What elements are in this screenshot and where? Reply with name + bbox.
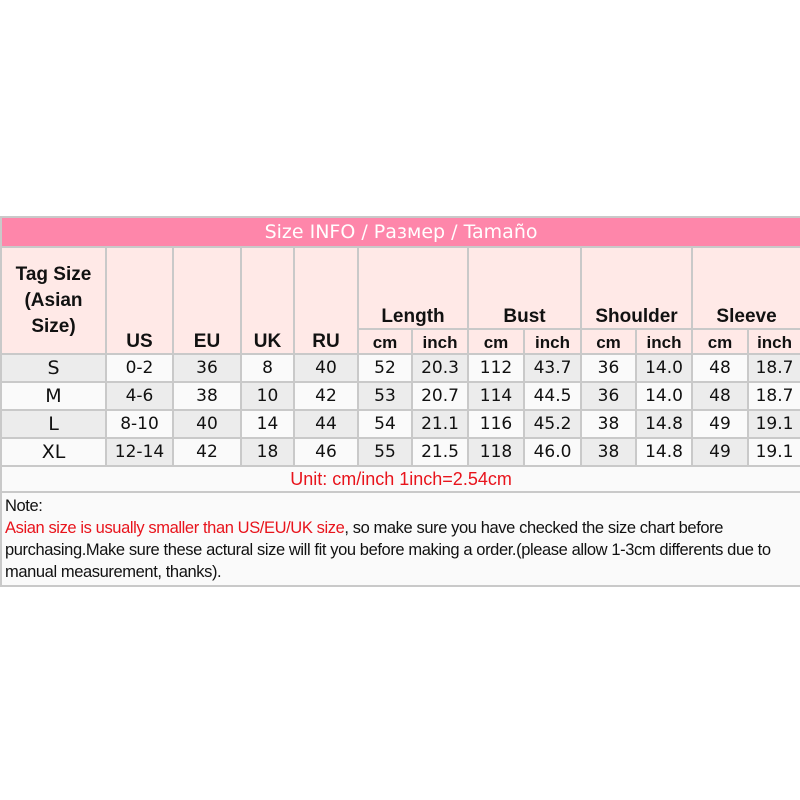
table-cell: 0-2 [105,353,174,383]
table-cell: 12-14 [105,437,174,467]
table-cell: 14.8 [635,409,693,439]
table-row: XL 12-14 42 18 46 55 21.5 118 46.0 38 14.8 49 19.1 [0,437,800,467]
header-ru: RU [293,246,359,355]
table-cell: 114 [467,381,525,411]
size-chart-table: Size INFO / Размер / Tamaño Tag Size (As… [0,216,800,587]
table-cell: 46.0 [523,437,582,467]
table-cell: 14.0 [635,381,693,411]
table-row: M 4-6 38 10 42 53 20.7 114 44.5 36 14.0 48 18.7 [0,381,800,411]
table-cell: 18.7 [746,381,800,411]
table-cell: 20.7 [411,381,469,411]
table-cell: 55 [357,437,413,467]
table-row: S 0-2 36 8 40 52 20.3 112 43.7 36 14.0 48 18.7 [0,353,800,383]
table-cell: 36 [580,353,637,383]
table-cell: 38 [172,381,242,411]
table-row: L 8-10 40 14 44 54 21.1 116 45.2 38 14.8 49 19.1 [0,409,800,439]
tag-size-cell: XL [0,437,107,467]
table-cell: 43.7 [523,353,582,383]
table-cell: 48 [691,381,749,411]
table-cell: 112 [467,353,525,383]
header-us: US [105,246,174,355]
table-cell: 19.1 [746,437,800,467]
header-sleeve: Sleeve [690,246,800,330]
table-cell: 42 [172,437,242,467]
table-cell: 4-6 [105,381,174,411]
header-unit-inch: inch [746,328,800,355]
header-unit-cm: cm [580,328,637,355]
table-cell: 40 [293,353,359,383]
table-cell: 19.1 [746,409,800,439]
table-cell: 49 [691,437,749,467]
header-unit-inch: inch [411,328,469,355]
header-unit-cm: cm [357,328,413,355]
note-text: , so make sure you have checked the size… [5,519,771,581]
table-cell: 8 [240,353,295,383]
header-bust: Bust [467,246,582,330]
table-cell: 8-10 [105,409,174,439]
header-unit-cm: cm [467,328,525,355]
table-cell: 36 [172,353,242,383]
table-cell: 18.7 [746,353,800,383]
table-cell: 10 [240,381,295,411]
unit-conversion-note: Unit: cm/inch 1inch=2.54cm [0,465,800,493]
table-cell: 46 [293,437,359,467]
table-cell: 21.5 [411,437,469,467]
header-unit-inch: inch [635,328,693,355]
chart-title: Size INFO / Размер / Tamaño [0,216,800,248]
note-warning: Asian size is usually smaller than US/EU… [5,519,345,537]
note-box: Note: Asian size is usually smaller than … [0,491,800,587]
table-cell: 54 [357,409,413,439]
table-cell: 38 [580,409,637,439]
table-cell: 52 [357,353,413,383]
table-cell: 49 [691,409,749,439]
header-length: Length [357,246,469,330]
header-tag-size: Tag Size (Asian Size) [0,246,107,355]
tag-size-cell: M [0,381,107,411]
table-cell: 45.2 [523,409,582,439]
table-cell: 18 [240,437,295,467]
header-unit-inch: inch [523,328,582,355]
table-cell: 38 [580,437,637,467]
header-uk: UK [240,246,295,355]
table-cell: 40 [172,409,242,439]
table-cell: 21.1 [411,409,469,439]
header-shoulder: Shoulder [580,246,693,330]
table-cell: 14 [240,409,295,439]
table-cell: 44.5 [523,381,582,411]
table-cell: 20.3 [411,353,469,383]
table-cell: 116 [467,409,525,439]
table-cell: 36 [580,381,637,411]
table-cell: 48 [691,353,749,383]
tag-size-cell: L [0,409,107,439]
table-cell: 118 [467,437,525,467]
note-label: Note: [5,497,43,515]
table-cell: 14.8 [635,437,693,467]
table-cell: 42 [293,381,359,411]
table-cell: 44 [293,409,359,439]
header-eu: EU [172,246,242,355]
header-unit-cm: cm [691,328,749,355]
tag-size-cell: S [0,353,107,383]
table-cell: 53 [357,381,413,411]
table-cell: 14.0 [635,353,693,383]
